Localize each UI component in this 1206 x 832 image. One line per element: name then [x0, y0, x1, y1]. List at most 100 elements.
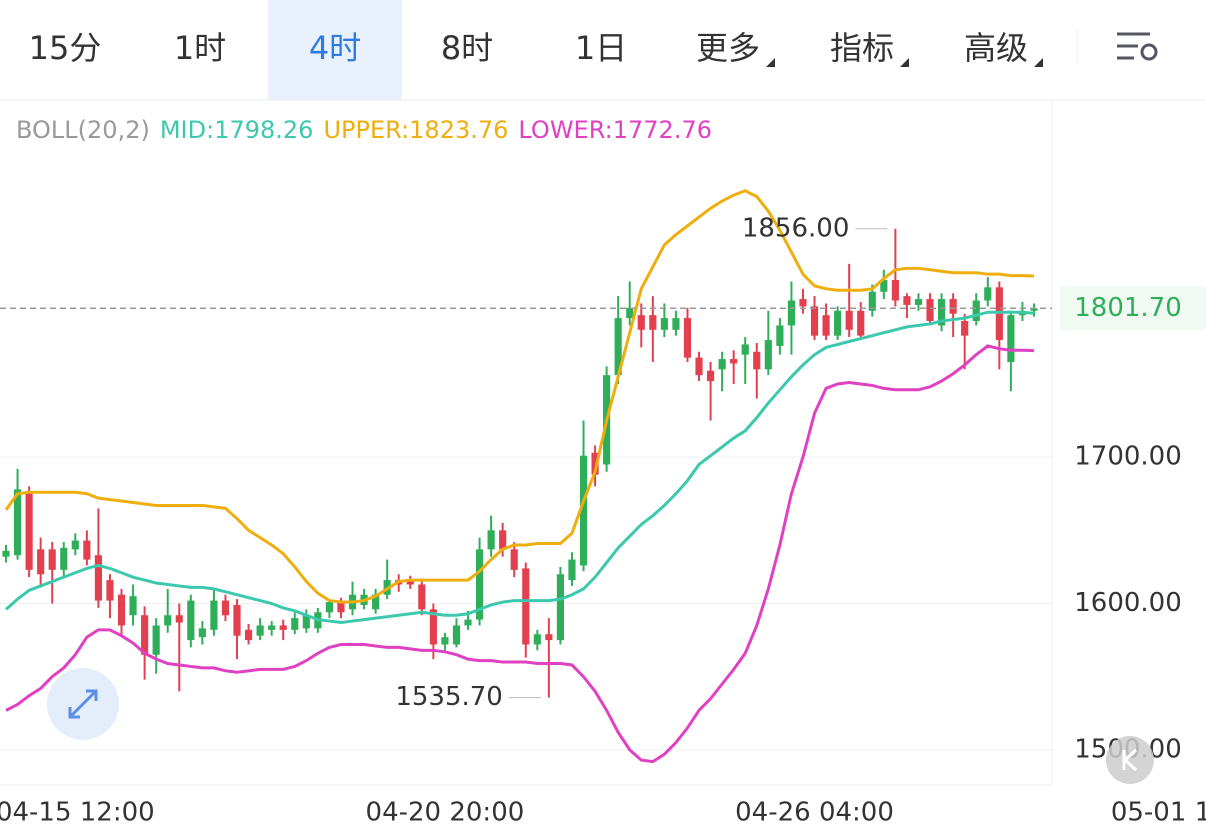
tab[interactable]: 1时	[173, 29, 227, 67]
candle-body	[522, 568, 530, 645]
candle-body	[475, 549, 484, 620]
candle-body	[141, 615, 149, 655]
legend-name: UPPER:	[323, 116, 409, 144]
candle-body	[891, 280, 899, 301]
candle-body	[406, 580, 414, 585]
candle-body	[764, 340, 772, 370]
candle-body	[71, 540, 79, 550]
tab-bar: 15分 1时 4时 8时 1日 更多 指标 高级	[0, 0, 1206, 100]
candle-body	[868, 291, 876, 311]
dropdown-arrow	[766, 58, 775, 67]
x-tick-label: 04-15 12:00	[0, 798, 155, 828]
candle-body	[937, 299, 946, 326]
candle-body	[441, 637, 449, 645]
candle-body	[845, 310, 853, 330]
candle-body	[949, 299, 957, 314]
candle-body	[499, 530, 507, 550]
candle-body	[533, 634, 541, 645]
candle-body	[279, 625, 287, 630]
band-line	[5, 310, 1035, 625]
legend-value: 1772.76	[613, 116, 712, 144]
candle-body	[695, 357, 703, 376]
candle-body	[914, 299, 923, 305]
tab[interactable]: 高级	[963, 29, 1028, 67]
candle-body	[799, 299, 807, 307]
dropdown-arrow	[1034, 58, 1043, 67]
candle-body	[429, 609, 437, 645]
candle-body	[822, 315, 830, 336]
candle-body	[452, 625, 461, 645]
candle-body	[683, 318, 692, 358]
dropdown-arrow	[900, 58, 909, 67]
candle-body	[614, 318, 622, 376]
candle-body	[787, 300, 796, 326]
tab[interactable]: 1日	[574, 29, 628, 67]
legend-value: 1823.76	[409, 116, 508, 144]
tab[interactable]: 更多	[695, 29, 760, 67]
candle-body	[660, 318, 668, 330]
candle-body	[25, 493, 33, 570]
k-bg	[1106, 736, 1154, 784]
candle-body	[256, 625, 264, 636]
zoom-arrows	[68, 689, 98, 719]
candle-body	[48, 549, 56, 570]
candle-body	[60, 547, 68, 570]
x-tick-label: 04-26 04:00	[735, 798, 894, 828]
candle-body	[210, 600, 218, 630]
legend-name: LOWER:	[518, 116, 612, 144]
candle-body	[37, 549, 45, 575]
tab[interactable]: 15分	[28, 29, 102, 67]
candle-body	[175, 615, 183, 623]
candle-body	[903, 296, 911, 305]
zoom-button[interactable]	[47, 668, 119, 740]
candle-body	[418, 584, 426, 610]
candle-body	[545, 634, 553, 641]
candle-body	[464, 619, 472, 626]
candle-body	[325, 602, 333, 613]
candle-body	[672, 318, 680, 330]
tab[interactable]: 4时	[268, 0, 402, 100]
candle-body	[591, 452, 599, 475]
annotation-label: 1535.70	[395, 682, 503, 712]
candle-body	[129, 596, 137, 616]
candle-body	[117, 594, 126, 626]
candle-body	[857, 310, 865, 336]
candle-body	[972, 300, 980, 322]
candle-body	[291, 618, 299, 630]
candle-body	[233, 604, 241, 636]
candle-body	[1030, 308, 1038, 311]
candle-body	[268, 625, 276, 630]
candle-body	[649, 315, 657, 330]
last-price-label: 1801.70	[1074, 293, 1182, 323]
candle-body	[198, 628, 206, 638]
candle-body	[244, 629, 253, 641]
k-glyph	[1122, 748, 1138, 772]
annotation-label: 1856.00	[742, 213, 850, 243]
candle-body	[13, 489, 22, 556]
candle-body	[926, 299, 934, 322]
candle-body	[810, 306, 819, 336]
band-line	[4, 189, 1035, 604]
candle-body	[718, 359, 726, 370]
candle-body	[753, 351, 761, 370]
candle-body	[637, 315, 645, 330]
tab[interactable]: 指标	[829, 29, 894, 67]
legend-name: MID:	[160, 116, 214, 144]
k-button[interactable]	[1106, 736, 1154, 784]
candle-body	[487, 530, 495, 550]
y-tick-label: 1700.00	[1074, 442, 1182, 472]
candle-body	[776, 325, 784, 346]
candle-body	[187, 600, 195, 641]
tab[interactable]: 8时	[440, 29, 494, 67]
candle-body	[741, 344, 749, 355]
candle-body	[1007, 315, 1015, 362]
x-tick-label: 05-01 1	[1111, 798, 1206, 828]
candle-body	[302, 615, 310, 629]
candle-body	[337, 602, 345, 613]
candle-body	[2, 550, 10, 557]
settings-icon[interactable]	[1117, 32, 1158, 61]
candle-body	[730, 359, 738, 364]
candle-body	[706, 370, 715, 382]
